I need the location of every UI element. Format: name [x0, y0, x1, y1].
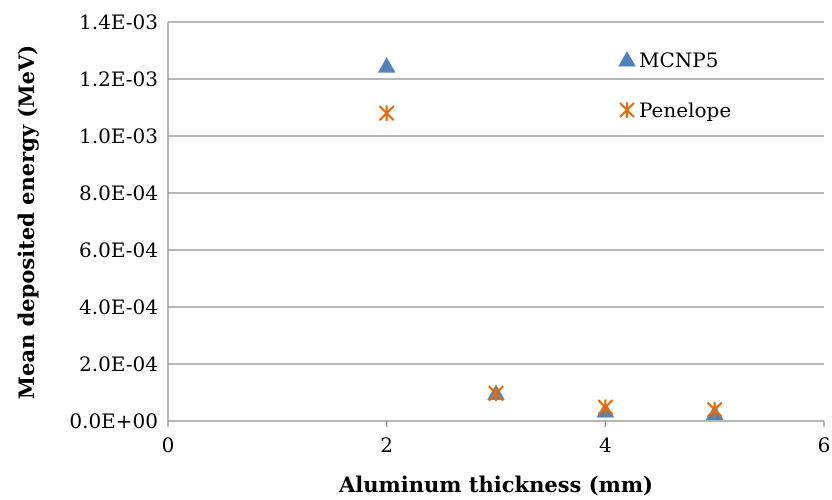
- legend-label: Penelope: [639, 98, 731, 122]
- data-points: [377, 57, 724, 420]
- tick-labels: 0.0E+00 2.0E-04 4.0E-04 6.0E-04 8.0E-04 1.0E-…: [69, 10, 830, 457]
- y-tick-label: 1.0E-03: [79, 124, 158, 148]
- y-tick-label: 1.2E-03: [79, 67, 158, 91]
- gridlines: [168, 21, 824, 365]
- point-mcnp5: [377, 57, 396, 73]
- y-tick-label: 2.0E-04: [79, 352, 158, 376]
- x-tick-label: 6: [818, 433, 831, 457]
- x-tick-label: 0: [162, 433, 175, 457]
- point-penelope: [379, 105, 395, 122]
- x-tick-label: 2: [380, 433, 393, 457]
- axes: [167, 22, 825, 427]
- y-tick-label: 1.4E-03: [79, 10, 158, 34]
- y-tick-label: 4.0E-04: [79, 295, 158, 319]
- x-tick-label: 4: [599, 433, 612, 457]
- legend-marker-mcnp5: [618, 50, 636, 67]
- y-tick-label: 8.0E-04: [79, 181, 158, 205]
- point-penelope: [597, 399, 613, 416]
- legend: MCNP5 Penelope: [618, 48, 731, 122]
- x-axis-title: Aluminum thickness (mm): [338, 472, 653, 497]
- point-penelope: [707, 401, 723, 418]
- legend-marker-penelope: [619, 102, 635, 118]
- legend-label: MCNP5: [639, 48, 718, 72]
- y-tick-label: 6.0E-04: [79, 238, 158, 262]
- y-tick-label: 0.0E+00: [69, 409, 158, 433]
- point-penelope: [488, 385, 504, 402]
- y-axis-title: Mean deposited energy (MeV): [14, 45, 39, 399]
